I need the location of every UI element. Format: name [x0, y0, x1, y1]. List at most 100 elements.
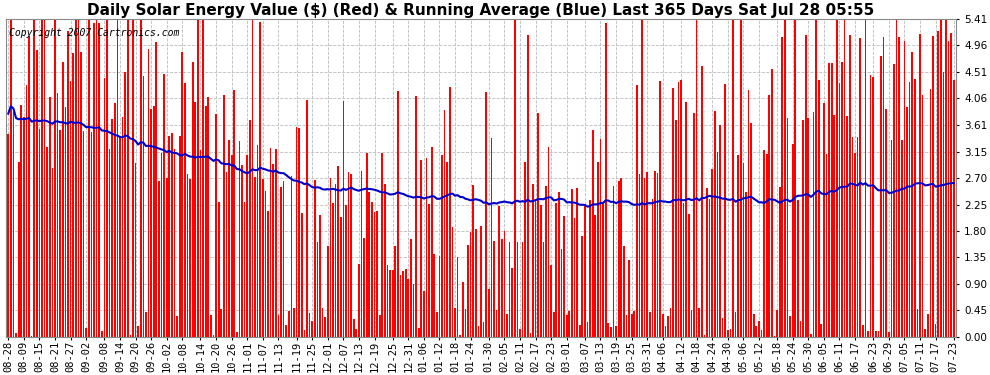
Bar [496, 310, 497, 337]
Bar [444, 110, 446, 337]
Bar [605, 23, 607, 337]
Bar [752, 315, 754, 337]
Bar [26, 85, 28, 337]
Bar [485, 93, 487, 337]
Bar [733, 19, 734, 337]
Bar [872, 77, 874, 337]
Bar [93, 23, 95, 337]
Bar [275, 149, 276, 337]
Bar [72, 53, 74, 337]
Bar [75, 19, 76, 337]
Bar [613, 186, 615, 337]
Bar [938, 31, 939, 337]
Bar [317, 242, 318, 337]
Bar [42, 19, 43, 337]
Bar [898, 37, 900, 337]
Bar [179, 136, 180, 337]
Bar [10, 19, 12, 337]
Bar [23, 117, 25, 337]
Bar [44, 19, 46, 337]
Bar [181, 52, 183, 337]
Bar [747, 90, 749, 337]
Bar [947, 40, 949, 337]
Bar [371, 202, 373, 337]
Bar [311, 321, 313, 337]
Bar [117, 19, 118, 337]
Bar [563, 216, 565, 337]
Bar [636, 86, 638, 337]
Bar [132, 19, 134, 337]
Bar [158, 181, 159, 337]
Bar [662, 314, 663, 337]
Bar [456, 256, 458, 337]
Bar [101, 331, 103, 337]
Bar [166, 178, 167, 337]
Bar [942, 72, 944, 337]
Bar [402, 271, 404, 337]
Bar [717, 152, 718, 337]
Bar [442, 155, 443, 337]
Bar [462, 282, 463, 337]
Bar [231, 155, 233, 337]
Bar [247, 155, 248, 337]
Bar [355, 329, 357, 337]
Bar [779, 187, 780, 337]
Bar [67, 30, 69, 337]
Bar [867, 331, 869, 337]
Bar [451, 226, 453, 337]
Bar [454, 308, 455, 337]
Bar [242, 165, 243, 337]
Bar [249, 120, 250, 337]
Bar [256, 145, 258, 337]
Bar [350, 174, 352, 337]
Bar [272, 164, 274, 337]
Bar [600, 139, 601, 337]
Bar [656, 173, 658, 337]
Bar [464, 309, 466, 337]
Bar [945, 19, 946, 337]
Bar [597, 162, 599, 337]
Bar [525, 162, 526, 337]
Bar [96, 19, 97, 337]
Bar [631, 314, 633, 337]
Bar [504, 231, 505, 337]
Bar [189, 179, 191, 337]
Bar [646, 172, 648, 337]
Bar [472, 185, 474, 337]
Bar [434, 254, 435, 337]
Bar [262, 179, 263, 337]
Bar [794, 19, 796, 337]
Bar [810, 334, 812, 337]
Bar [358, 264, 359, 337]
Bar [758, 321, 759, 337]
Bar [483, 322, 484, 337]
Bar [659, 81, 661, 337]
Title: Daily Solar Energy Value ($) (Red) & Running Average (Blue) Last 365 Days Sat Ju: Daily Solar Energy Value ($) (Red) & Run… [87, 3, 874, 18]
Bar [111, 119, 113, 337]
Bar [823, 104, 825, 337]
Bar [859, 38, 861, 337]
Bar [173, 150, 175, 337]
Bar [917, 309, 918, 337]
Bar [727, 330, 729, 337]
Bar [319, 215, 321, 337]
Bar [615, 326, 617, 337]
Bar [135, 163, 137, 337]
Bar [13, 112, 14, 337]
Bar [680, 80, 682, 337]
Bar [288, 311, 290, 337]
Bar [54, 19, 55, 337]
Bar [148, 48, 149, 337]
Bar [352, 319, 354, 337]
Bar [722, 318, 724, 337]
Bar [436, 312, 438, 337]
Bar [675, 120, 676, 337]
Bar [234, 90, 235, 337]
Bar [618, 182, 620, 337]
Bar [184, 82, 186, 337]
Bar [423, 291, 425, 337]
Bar [34, 19, 35, 337]
Bar [259, 22, 261, 337]
Bar [846, 116, 848, 337]
Bar [738, 155, 739, 337]
